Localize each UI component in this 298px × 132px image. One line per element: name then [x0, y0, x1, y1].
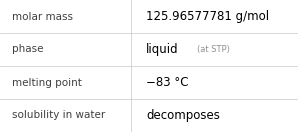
Text: solubility in water: solubility in water: [12, 110, 105, 121]
Text: molar mass: molar mass: [12, 11, 73, 22]
Text: decomposes: decomposes: [146, 109, 220, 122]
Text: phase: phase: [12, 44, 44, 55]
Text: −83 °C: −83 °C: [146, 76, 189, 89]
Text: melting point: melting point: [12, 77, 82, 88]
Text: liquid: liquid: [146, 43, 179, 56]
Text: 125.96577781 g/mol: 125.96577781 g/mol: [146, 10, 269, 23]
Text: (at STP): (at STP): [197, 45, 229, 54]
